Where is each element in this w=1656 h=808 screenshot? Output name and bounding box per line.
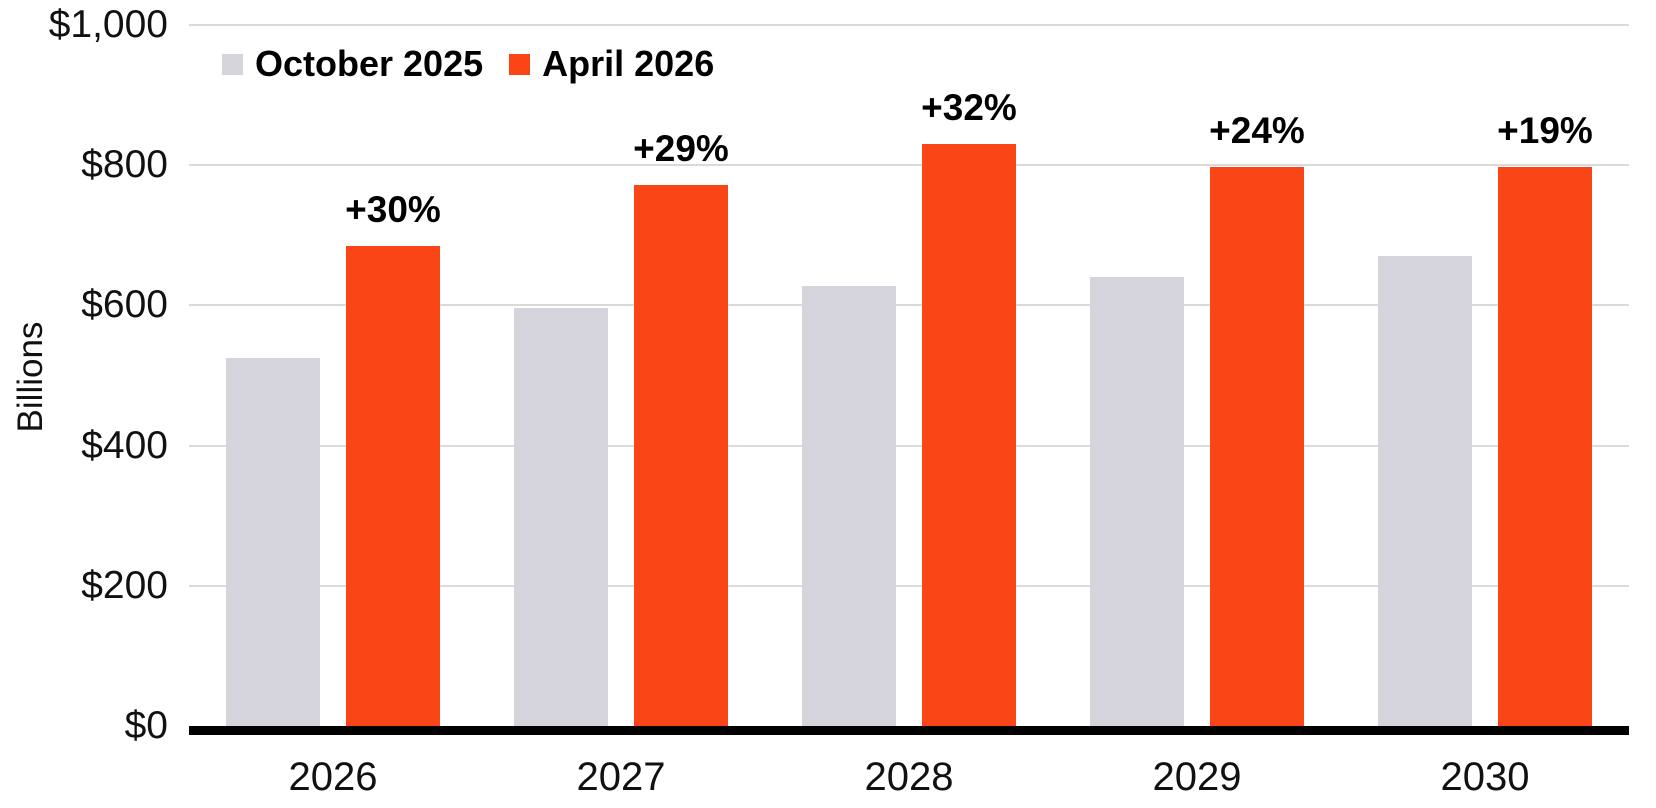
legend-item: April 2026 — [509, 44, 714, 84]
bar-april-2026 — [634, 184, 728, 726]
legend-label: April 2026 — [542, 43, 715, 84]
bar-percent-label: +30% — [345, 188, 441, 230]
y-axis-tick-label: $800 — [81, 143, 168, 187]
gridline — [189, 304, 1629, 307]
bar-percent-label: +29% — [633, 127, 729, 169]
legend-swatch-icon — [509, 53, 531, 75]
x-axis-tick-label: 2026 — [288, 755, 378, 799]
x-axis-tick-label: 2029 — [1152, 755, 1242, 799]
bar-october-2025 — [226, 357, 320, 726]
chart-legend: October 2025 April 2026 — [222, 44, 714, 84]
bar-october-2025 — [514, 307, 608, 726]
bar-october-2025 — [1090, 277, 1184, 726]
legend-item: October 2025 — [222, 44, 483, 84]
y-axis-tick-label: $1,000 — [48, 3, 168, 46]
y-axis-tick-label: $600 — [81, 283, 168, 327]
bar-april-2026 — [1210, 167, 1304, 726]
legend-swatch-icon — [222, 53, 243, 75]
y-axis-tick-label: $0 — [124, 704, 168, 747]
gridline — [189, 444, 1629, 447]
gridline — [189, 164, 1629, 167]
x-axis-tick-label: 2027 — [576, 755, 666, 799]
x-axis-tick-label: 2030 — [1440, 755, 1530, 799]
x-axis-tick-label: 2028 — [864, 755, 954, 799]
bar-percent-label: +32% — [921, 87, 1017, 129]
gridline — [189, 584, 1629, 587]
x-axis-line — [189, 726, 1629, 735]
legend-label: October 2025 — [255, 43, 484, 84]
bar-october-2025 — [802, 286, 896, 726]
bar-october-2025 — [1378, 256, 1472, 726]
bar-percent-label: +24% — [1209, 110, 1305, 152]
bar-april-2026 — [922, 144, 1016, 726]
y-axis-tick-label: $400 — [81, 423, 168, 467]
bar-april-2026 — [1498, 167, 1592, 726]
bar-april-2026 — [346, 245, 440, 726]
gridline — [189, 24, 1629, 26]
bar-percent-label: +19% — [1497, 110, 1593, 152]
y-axis-tick-label: $200 — [81, 563, 168, 607]
